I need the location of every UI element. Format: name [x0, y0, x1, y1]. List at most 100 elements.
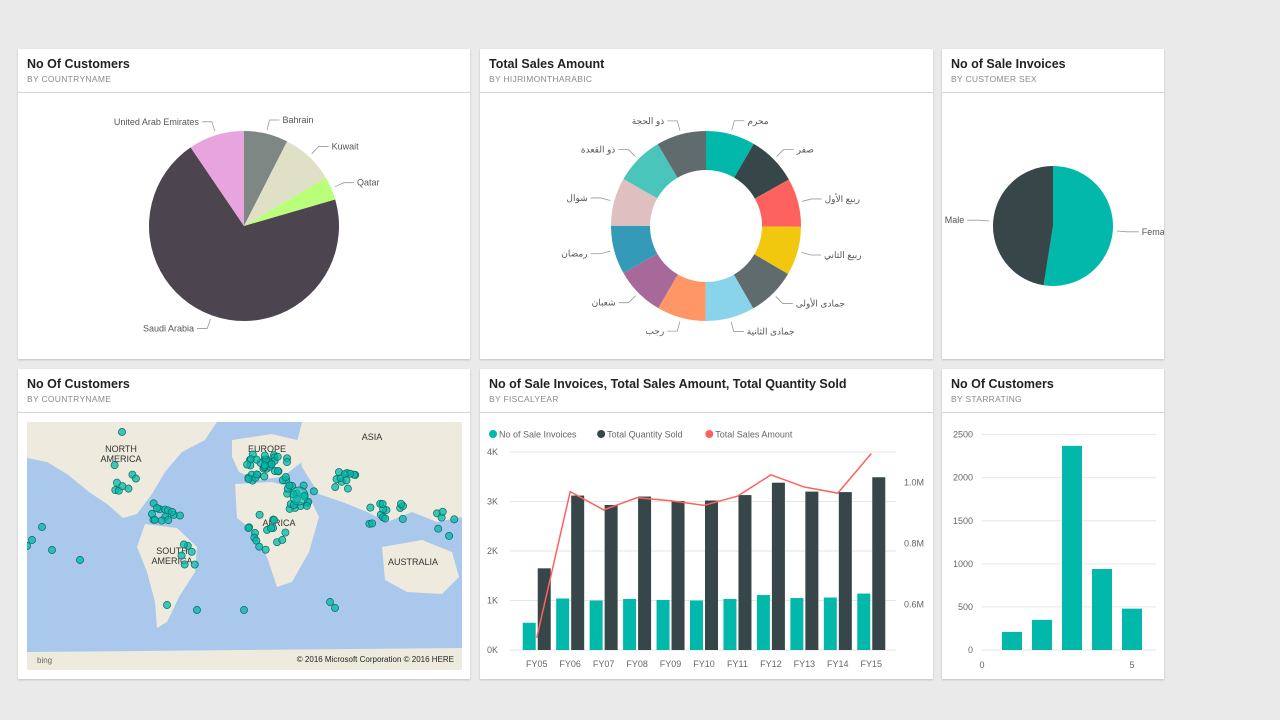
customer-dot: [244, 474, 253, 483]
pie-chart[interactable]: Bahrain Kuwait Qatar Saudi Arabia United Ara…: [18, 49, 470, 359]
pie-chart[interactable]: Female Male: [942, 49, 1164, 359]
customer-dot: [342, 476, 351, 485]
leader-line: [801, 251, 822, 256]
land-australia: [382, 540, 459, 594]
slice-label: ربيع الأول: [825, 193, 860, 205]
leader-line: [1116, 230, 1139, 233]
donut-chart[interactable]: محرم صفر ربيع الأول ربيع الثاني جمادى الأولى…: [480, 49, 933, 359]
column-chart[interactable]: 0 500 1000 1500 2000 2500 0 5: [942, 369, 1164, 679]
leader-line: [667, 321, 681, 332]
pie-slice: [754, 179, 801, 227]
tile-fiscal-combo[interactable]: No of Sale Invoices, Total Sales Amount,…: [480, 369, 933, 679]
customer-dot: [28, 536, 36, 544]
bar-invoices: [656, 600, 670, 650]
pie-slice: [754, 226, 801, 275]
leader-line: [775, 296, 793, 304]
x-tick-label: 0: [979, 660, 984, 670]
tile-customers-by-country[interactable]: No Of Customers BY COUNTRYNAME Bahrain Ku…: [18, 49, 470, 359]
bar-invoices: [857, 593, 871, 650]
leader-line: [667, 120, 681, 131]
slice-label: شعبان: [592, 298, 616, 308]
customer-dot: [398, 514, 407, 523]
bar-quantity: [604, 504, 618, 650]
tile-title: No of Sale Invoices, Total Sales Amount,…: [489, 377, 847, 391]
tile-divider: [18, 92, 470, 93]
bar-invoices: [522, 622, 536, 650]
customer-dot: [180, 560, 189, 569]
pie-slice: [149, 147, 339, 322]
slice-label: شوال: [566, 193, 587, 204]
rating-bar: [1062, 445, 1082, 650]
map-region-label: SOUTH AMERICA: [151, 546, 192, 566]
x-tick-label: FY12: [760, 659, 782, 669]
bar-invoices: [823, 597, 837, 650]
x-tick-label: FY09: [660, 659, 682, 669]
tile-sales-by-month[interactable]: Total Sales Amount BY HIJRIMONTHARABIC م…: [480, 49, 933, 359]
x-tick-label: FY05: [526, 659, 548, 669]
land-asia: [297, 422, 462, 522]
legend-label: Total Quantity Sold: [607, 430, 683, 440]
tile-subtitle: BY COUNTRYNAME: [27, 394, 112, 404]
customer-dot: [48, 546, 56, 554]
customer-dot: [285, 481, 294, 490]
pie-slice: [733, 254, 788, 309]
customer-dot: [283, 458, 291, 467]
tile-invoices-by-sex[interactable]: No of Sale Invoices BY CUSTOMER SEX Fema…: [942, 49, 1164, 359]
y-tick-label: 1K: [487, 596, 498, 606]
bar-quantity: [537, 568, 551, 650]
tile-customers-by-rating[interactable]: No Of Customers BY STARRATING 0 500 1000 15…: [942, 369, 1164, 679]
legend-marker: [489, 430, 497, 438]
bar-invoices: [556, 598, 570, 650]
pie-slice: [992, 166, 1053, 286]
x-tick-label: FY08: [626, 659, 648, 669]
tile-title: Total Sales Amount: [489, 57, 605, 71]
tile-title: No of Sale Invoices: [951, 57, 1066, 71]
combo-chart[interactable]: 0K 1K 2K 3K 4K 0.6M 0.8M 1.0M FY05 FY06 FY07 FY08 FY…: [480, 369, 933, 679]
customer-dot: [255, 510, 264, 519]
rating-bar: [1002, 631, 1022, 650]
customer-dot: [331, 604, 339, 612]
customer-dot-large: [289, 486, 309, 506]
x-tick-label: FY13: [794, 659, 816, 669]
customer-dot: [118, 482, 127, 491]
customer-dot: [157, 516, 166, 525]
tile-customers-map[interactable]: No Of Customers BY COUNTRYNAME NORTH AMER…: [18, 369, 470, 679]
x-tick-label: 5: [1129, 660, 1134, 670]
bing-logo: bing: [37, 656, 53, 665]
customer-dot: [163, 601, 171, 609]
map-region-label: ASIA: [362, 432, 383, 442]
y-tick-label: 500: [958, 602, 973, 612]
tile-subtitle: BY CUSTOMER SEX: [951, 74, 1037, 84]
customer-dot: [38, 523, 46, 531]
bar-invoices: [589, 600, 603, 650]
customer-dot: [252, 455, 261, 464]
customer-dot: [273, 466, 282, 475]
bar-invoices: [690, 600, 703, 650]
bar-quantity: [805, 491, 819, 650]
leader-line: [967, 219, 990, 222]
pie-slice: [611, 179, 658, 226]
legend-label: No of Sale Invoices: [499, 430, 577, 440]
customer-dot: [131, 474, 140, 483]
customer-dot: [326, 598, 334, 606]
world-map[interactable]: NORTH AMERICA SOUTH AMERICA EUROPE AFRICA ASIA…: [27, 422, 462, 670]
slice-label: ذو القعدة: [581, 145, 615, 156]
tile-divider: [942, 92, 1164, 93]
pie-slice: [611, 225, 658, 273]
bar-quantity: [571, 495, 585, 650]
slice-label: Qatar: [357, 178, 380, 188]
customer-dot: [381, 514, 390, 523]
pie-slice: [705, 274, 754, 322]
legend-marker: [705, 430, 714, 438]
slice-label: رجب: [646, 326, 665, 337]
customer-dot: [255, 542, 264, 551]
tile-divider: [942, 412, 1164, 413]
y-tick-label: 2000: [953, 473, 973, 483]
slice-label: Bahrain: [282, 115, 313, 125]
customer-dot: [260, 461, 269, 470]
land-north-america: [27, 422, 217, 518]
land-antarctica: [27, 648, 462, 670]
customer-dot: [76, 556, 84, 564]
leader-line: [730, 321, 744, 332]
customer-dot: [445, 531, 454, 540]
